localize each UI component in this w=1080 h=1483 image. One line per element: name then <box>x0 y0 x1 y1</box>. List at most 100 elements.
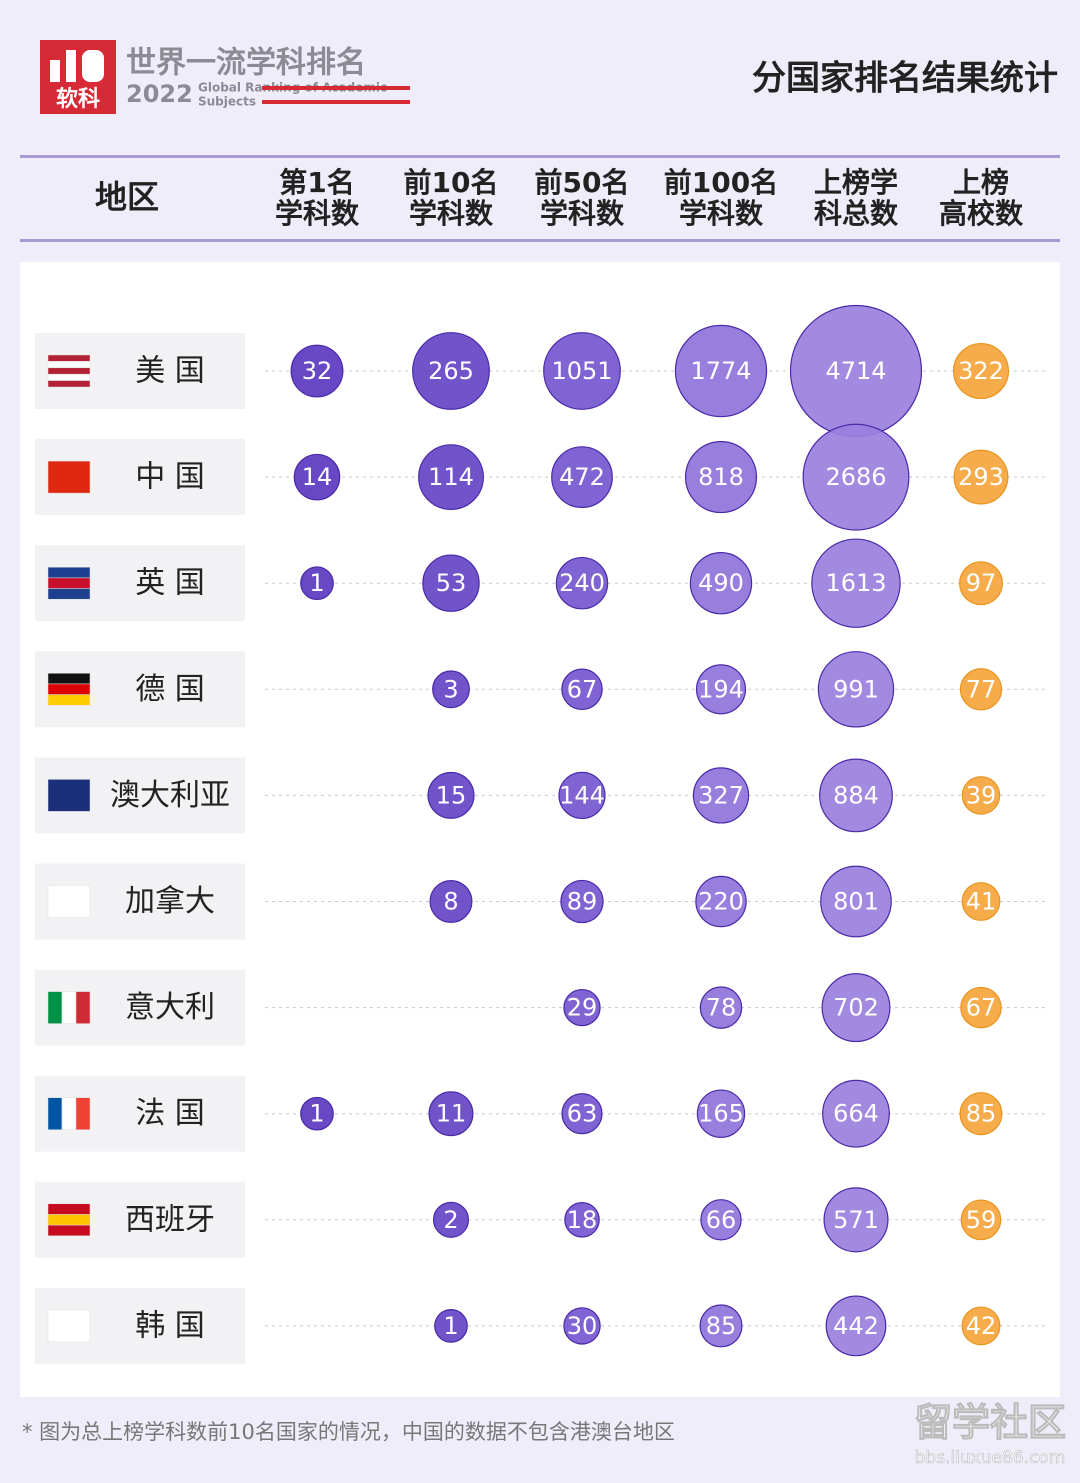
bubble-label: 818 <box>698 463 744 491</box>
column-header: 前50名 <box>535 166 630 199</box>
column-header: 学科数 <box>540 197 625 230</box>
bubble-label: 1051 <box>551 357 612 385</box>
bubble <box>819 758 893 833</box>
logo-text: 软科 <box>56 86 100 112</box>
watermark: bbs.liuxue86.com <box>915 1448 1066 1468</box>
flag <box>47 779 91 812</box>
flag <box>47 361 91 369</box>
bubble <box>961 882 1001 921</box>
bubble <box>300 566 334 601</box>
bubble-label: 2686 <box>825 463 886 491</box>
bubble <box>429 880 473 923</box>
flag <box>47 1309 91 1343</box>
flag <box>47 367 91 375</box>
column-header: 高校数 <box>939 197 1024 230</box>
flag <box>47 1097 63 1130</box>
bubble <box>290 344 344 398</box>
bubble-label: 801 <box>833 888 879 916</box>
column-header: 前10名 <box>404 166 499 199</box>
flag <box>47 673 91 685</box>
bubble <box>961 776 1001 815</box>
region-name: 意大利 <box>125 990 215 1025</box>
bubble-label: 472 <box>559 463 605 491</box>
bubble-label: 991 <box>833 675 879 703</box>
region-name: 韩 国 <box>135 1308 205 1343</box>
bubble <box>551 446 613 508</box>
bubble-label: 59 <box>966 1206 997 1234</box>
bubble <box>695 664 747 715</box>
flag <box>47 694 91 706</box>
bubble-label: 1 <box>443 1312 458 1340</box>
bubble-label: 2 <box>443 1206 458 1234</box>
bubble-label: 490 <box>698 569 744 597</box>
bubble-label: 442 <box>833 1312 879 1340</box>
column-header: 第1名 <box>279 166 354 199</box>
region-name: 英 国 <box>135 566 205 601</box>
region-name: 德 国 <box>135 672 205 707</box>
bubble-label: 4714 <box>825 357 886 385</box>
logo-bar <box>66 50 76 82</box>
bubble-label: 664 <box>833 1100 879 1128</box>
bubble-label: 1 <box>309 1100 324 1128</box>
bubble-label: 1774 <box>690 357 751 385</box>
bubble-label: 85 <box>706 1312 737 1340</box>
bubble-label: 1 <box>309 569 324 597</box>
bubble <box>817 651 895 728</box>
bubble-label: 42 <box>966 1312 997 1340</box>
bubble-label: 702 <box>833 994 879 1022</box>
bubble <box>695 875 747 928</box>
row-header: 地区 <box>95 178 159 216</box>
region-name: 西班牙 <box>125 1202 215 1237</box>
flag <box>47 1224 91 1237</box>
bubble <box>561 668 603 711</box>
bubble-label: 165 <box>698 1100 744 1128</box>
flag <box>47 991 63 1024</box>
bubble <box>564 1202 600 1238</box>
bubble-label: 884 <box>833 781 879 809</box>
flag <box>75 991 91 1024</box>
flag <box>47 885 91 918</box>
column-header: 学科数 <box>275 197 360 230</box>
bubble <box>959 561 1003 606</box>
bubble <box>811 538 901 628</box>
bubble <box>563 988 601 1027</box>
bubble <box>822 1079 890 1148</box>
bubble <box>692 767 750 824</box>
flag <box>47 577 91 589</box>
bubble-label: 240 <box>559 569 605 597</box>
flag <box>47 1214 91 1226</box>
bubble-label: 114 <box>428 463 474 491</box>
bubble <box>560 879 604 924</box>
bubble-label: 322 <box>958 357 1004 385</box>
bubble <box>434 1309 468 1343</box>
bubble-label: 78 <box>706 994 737 1022</box>
bubble-label: 571 <box>833 1206 879 1234</box>
bubble <box>960 986 1002 1029</box>
bubble <box>561 1093 603 1135</box>
bubble-label: 11 <box>436 1100 467 1128</box>
column-header: 科总数 <box>814 197 899 230</box>
flag <box>47 380 91 388</box>
column-header: 上榜学 <box>814 166 898 199</box>
flag <box>75 1097 91 1130</box>
bubble <box>418 444 484 511</box>
bubble <box>412 332 490 410</box>
bubble <box>699 986 743 1029</box>
flag <box>47 566 91 579</box>
header-rule <box>20 239 1060 242</box>
bubble <box>953 449 1009 505</box>
bubble-label: 18 <box>567 1206 598 1234</box>
bubble <box>422 554 480 612</box>
rule <box>262 86 410 90</box>
bubble-label: 327 <box>698 781 744 809</box>
bubble <box>700 1199 742 1241</box>
flag <box>47 354 91 362</box>
bubble <box>820 865 892 938</box>
bubble-label: 220 <box>698 888 744 916</box>
bubble <box>684 441 758 514</box>
bubble-label: 41 <box>966 888 997 916</box>
region-name: 澳大利亚 <box>110 778 230 813</box>
rule <box>262 100 410 104</box>
watermark: 留学社区 <box>914 1401 1066 1445</box>
